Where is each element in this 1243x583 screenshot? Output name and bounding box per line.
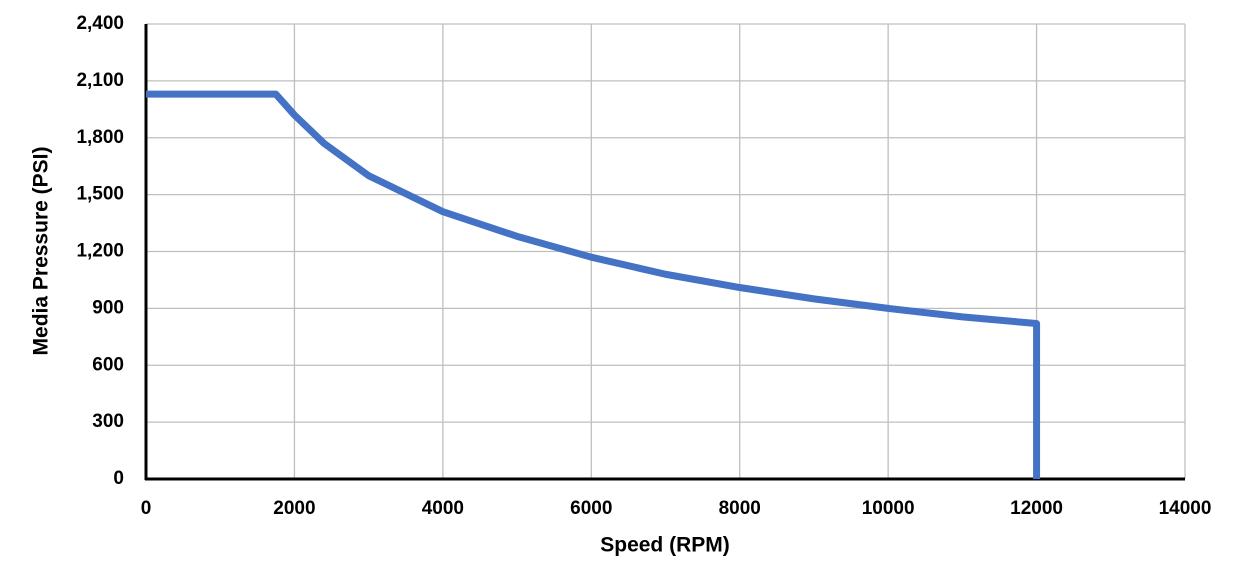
x-tick-label: 4000	[422, 498, 464, 519]
y-tick-label: 600	[92, 354, 124, 375]
x-tick-label: 10000	[862, 498, 915, 519]
y-tick-label: 1,200	[76, 241, 124, 262]
y-tick-label: 2,100	[76, 70, 124, 91]
y-tick-label: 300	[92, 411, 124, 432]
x-tick-label: 12000	[1010, 498, 1063, 519]
y-tick-label: 900	[92, 297, 124, 318]
y-axis-title: Media Pressure (PSI)	[30, 147, 53, 356]
y-tick-label: 1,500	[76, 184, 124, 205]
x-tick-label: 6000	[570, 498, 612, 519]
x-tick-label: 0	[141, 498, 152, 519]
x-axis-title: Speed (RPM)	[600, 534, 730, 557]
y-tick-label: 2,400	[76, 13, 124, 34]
x-tick-label: 8000	[719, 498, 761, 519]
y-tick-label: 1,800	[76, 127, 124, 148]
y-tick-label: 0	[113, 468, 124, 489]
x-tick-label: 2000	[273, 498, 315, 519]
data-line	[146, 90, 1041, 479]
x-tick-label: 14000	[1159, 498, 1212, 519]
